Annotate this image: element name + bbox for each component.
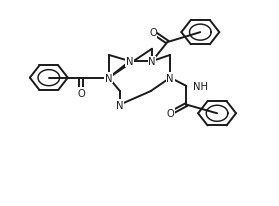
Text: N: N [167,73,174,83]
Text: NH: NH [193,81,208,91]
Text: N: N [116,100,124,110]
Text: N: N [126,57,133,67]
Text: N: N [148,57,156,67]
Text: N: N [105,73,112,83]
Text: O: O [77,88,85,98]
Text: O: O [149,28,157,38]
Text: O: O [166,109,174,119]
